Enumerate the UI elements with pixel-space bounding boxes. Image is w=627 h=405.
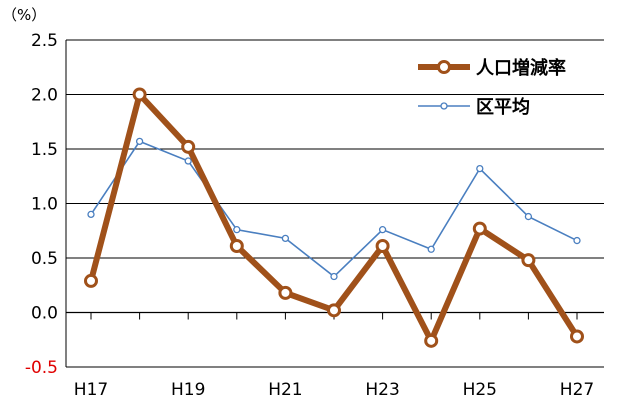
data-point-ku-average <box>135 137 144 146</box>
data-point-ku-average <box>378 226 387 234</box>
x-tick-label: H19 <box>171 380 205 400</box>
y-tick-label: 2.0 <box>31 86 58 106</box>
data-point-population-change <box>327 303 341 318</box>
data-point-population-change <box>132 87 147 102</box>
data-point-population-change <box>181 139 196 154</box>
data-point-ku-average <box>427 245 435 253</box>
series-line-ku-average <box>90 140 578 278</box>
data-point-population-change <box>521 253 536 268</box>
x-tick-label: H27 <box>560 380 594 400</box>
x-tick-label: H23 <box>365 380 399 400</box>
y-tick-label: -0.5 <box>25 358 58 378</box>
y-axis-ticks: 2.5 2.0 1.5 1.0 0.5 0.0 -0.5 <box>25 31 58 378</box>
data-point-population-change <box>472 221 487 236</box>
y-tick-label: 0.5 <box>31 249 58 269</box>
y-unit-label: （%） <box>2 6 46 24</box>
data-point-ku-average <box>476 164 484 173</box>
data-point-ku-average <box>184 157 192 165</box>
data-point-ku-average <box>281 234 290 243</box>
legend-label-population-change: 人口増減率 <box>476 57 566 79</box>
data-point-ku-average <box>573 236 581 245</box>
data-point-ku-average <box>87 210 95 219</box>
x-tick-label: H17 <box>74 380 108 400</box>
data-point-population-change <box>84 273 98 288</box>
x-tick-label: H21 <box>268 380 302 400</box>
data-point-population-change <box>278 285 293 300</box>
x-axis-ticks: H17 H19 H21 H23 H25 H27 <box>74 380 594 400</box>
data-point-population-change <box>570 329 584 344</box>
data-point-population-change <box>424 333 439 348</box>
gridlines <box>66 39 604 368</box>
legend-marker-population-change <box>437 60 451 74</box>
data-point-ku-average <box>233 226 241 234</box>
y-tick-label: 2.5 <box>31 31 58 51</box>
data-point-ku-average <box>524 212 533 221</box>
y-tick-label: 1.5 <box>31 140 58 160</box>
series-group <box>84 87 584 348</box>
data-point-ku-average <box>330 272 338 281</box>
data-point-population-change <box>375 239 390 254</box>
data-point-population-change <box>229 239 244 254</box>
legend-marker-ku-average <box>440 102 448 110</box>
legend-label-ku-average: 区平均 <box>476 96 530 118</box>
y-tick-label: 0.0 <box>31 304 58 324</box>
y-tick-label: 1.0 <box>31 195 58 215</box>
x-tick-label: H25 <box>463 380 497 400</box>
